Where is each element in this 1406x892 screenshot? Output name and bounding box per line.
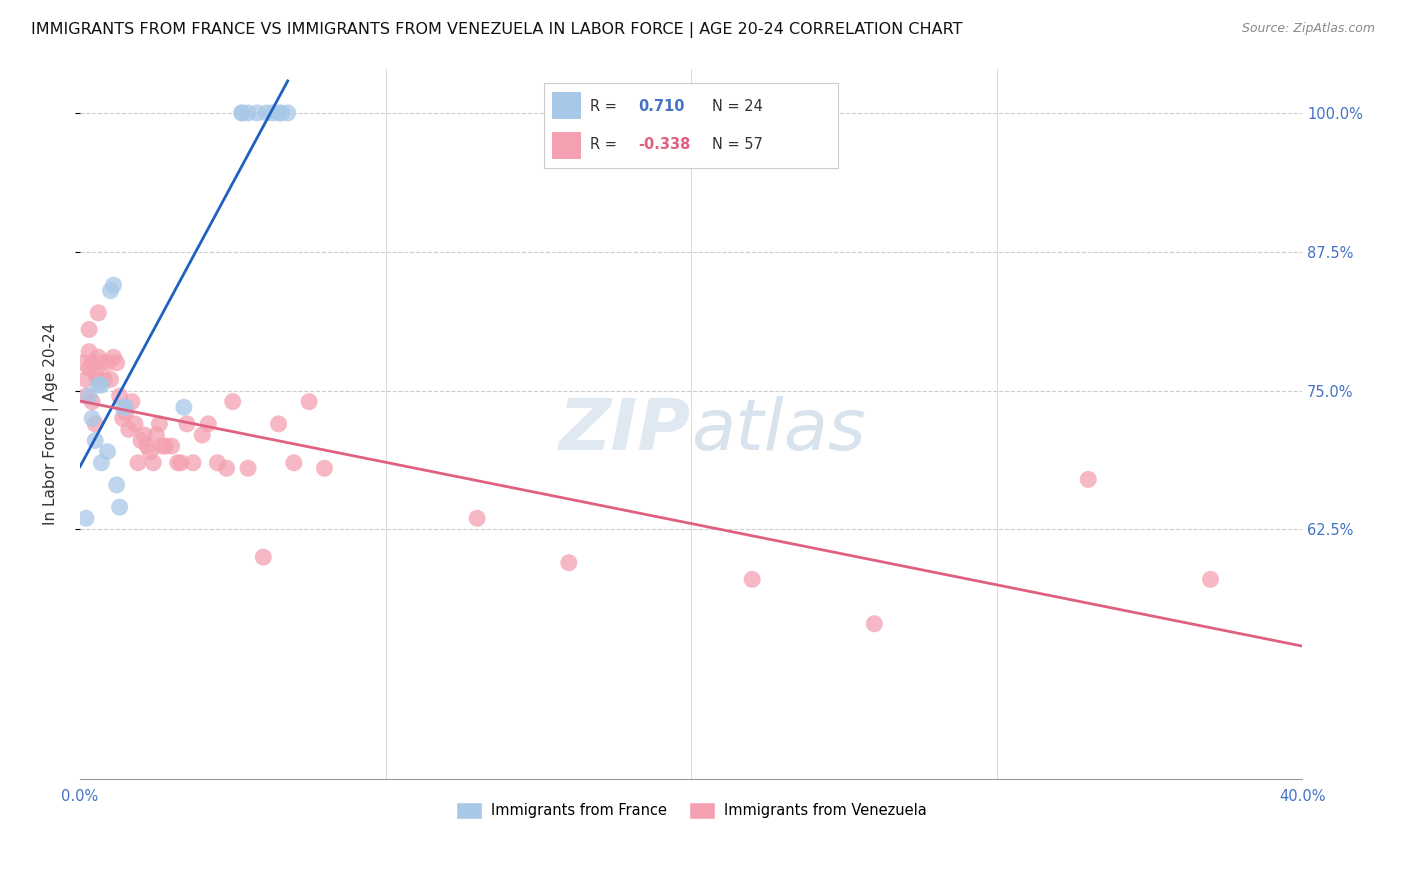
- Point: [77, 344, 100, 359]
- Point: [283, 456, 305, 470]
- Point: [267, 417, 290, 431]
- Point: [124, 417, 146, 431]
- Point: [152, 439, 174, 453]
- Point: [129, 434, 152, 448]
- Point: [96, 444, 118, 458]
- Point: [166, 456, 188, 470]
- Point: [215, 461, 238, 475]
- Point: [90, 356, 112, 370]
- Y-axis label: In Labor Force | Age 20-24: In Labor Force | Age 20-24: [44, 323, 59, 525]
- Point: [231, 106, 253, 120]
- Point: [267, 106, 290, 120]
- Point: [84, 417, 107, 431]
- Point: [108, 389, 131, 403]
- Point: [148, 417, 170, 431]
- Point: [558, 556, 581, 570]
- Point: [298, 394, 321, 409]
- Point: [181, 456, 204, 470]
- Point: [87, 306, 110, 320]
- Point: [139, 444, 162, 458]
- Point: [863, 616, 886, 631]
- Point: [262, 106, 284, 120]
- Point: [105, 356, 128, 370]
- Point: [254, 106, 277, 120]
- Point: [136, 439, 159, 453]
- Point: [160, 439, 183, 453]
- Point: [114, 401, 136, 415]
- Point: [84, 434, 107, 448]
- Point: [314, 461, 336, 475]
- Point: [191, 428, 214, 442]
- Point: [100, 284, 122, 298]
- Point: [277, 106, 299, 120]
- Point: [741, 573, 763, 587]
- Point: [207, 456, 229, 470]
- Text: atlas: atlas: [690, 397, 866, 466]
- Point: [114, 406, 136, 420]
- Point: [111, 401, 134, 415]
- Point: [105, 478, 128, 492]
- Text: Source: ZipAtlas.com: Source: ZipAtlas.com: [1241, 22, 1375, 36]
- Point: [145, 428, 167, 442]
- Point: [108, 500, 131, 515]
- Point: [90, 456, 112, 470]
- Point: [87, 378, 110, 392]
- Point: [236, 106, 259, 120]
- Point: [103, 278, 125, 293]
- Point: [72, 356, 94, 370]
- Point: [246, 106, 269, 120]
- Point: [176, 417, 198, 431]
- Point: [142, 456, 165, 470]
- Point: [118, 422, 141, 436]
- Point: [134, 428, 156, 442]
- Point: [90, 378, 112, 392]
- Point: [82, 411, 104, 425]
- Point: [465, 511, 488, 525]
- Point: [87, 372, 110, 386]
- Point: [1199, 573, 1222, 587]
- Point: [75, 389, 97, 403]
- Point: [87, 351, 110, 365]
- Point: [77, 361, 100, 376]
- Point: [270, 106, 292, 120]
- Point: [96, 356, 118, 370]
- Point: [231, 106, 253, 120]
- Point: [75, 511, 97, 525]
- Point: [252, 550, 274, 565]
- Point: [82, 356, 104, 370]
- Legend: Immigrants from France, Immigrants from Venezuela: Immigrants from France, Immigrants from …: [450, 796, 932, 825]
- Point: [93, 372, 115, 386]
- Point: [77, 389, 100, 403]
- Point: [82, 394, 104, 409]
- Point: [197, 417, 219, 431]
- Point: [1077, 472, 1099, 486]
- Point: [173, 401, 195, 415]
- Point: [103, 351, 125, 365]
- Point: [170, 456, 193, 470]
- Text: ZIP: ZIP: [558, 397, 690, 466]
- Text: IMMIGRANTS FROM FRANCE VS IMMIGRANTS FROM VENEZUELA IN LABOR FORCE | AGE 20-24 C: IMMIGRANTS FROM FRANCE VS IMMIGRANTS FRO…: [31, 22, 963, 38]
- Point: [75, 372, 97, 386]
- Point: [155, 439, 177, 453]
- Point: [121, 394, 143, 409]
- Point: [77, 322, 100, 336]
- Point: [127, 456, 149, 470]
- Point: [84, 367, 107, 381]
- Point: [100, 372, 122, 386]
- Point: [222, 394, 245, 409]
- Point: [111, 411, 134, 425]
- Point: [236, 461, 259, 475]
